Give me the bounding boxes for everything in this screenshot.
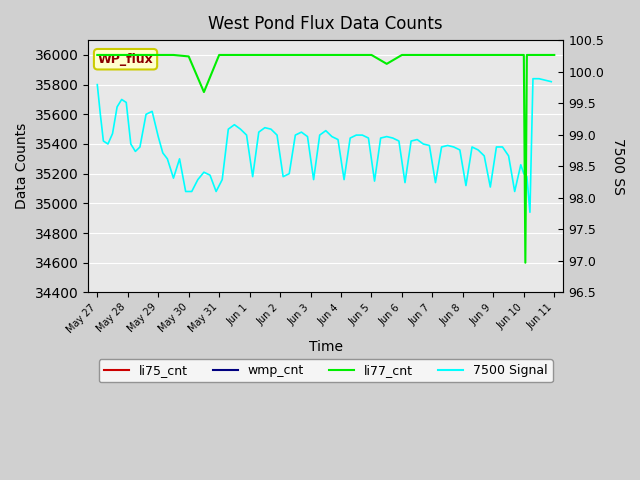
Y-axis label: 7500 SS: 7500 SS: [611, 138, 625, 195]
X-axis label: Time: Time: [308, 340, 343, 354]
Title: West Pond Flux Data Counts: West Pond Flux Data Counts: [209, 15, 443, 33]
Y-axis label: Data Counts: Data Counts: [15, 123, 29, 209]
Text: WP_flux: WP_flux: [98, 53, 154, 66]
Legend: li75_cnt, wmp_cnt, li77_cnt, 7500 Signal: li75_cnt, wmp_cnt, li77_cnt, 7500 Signal: [99, 359, 553, 382]
